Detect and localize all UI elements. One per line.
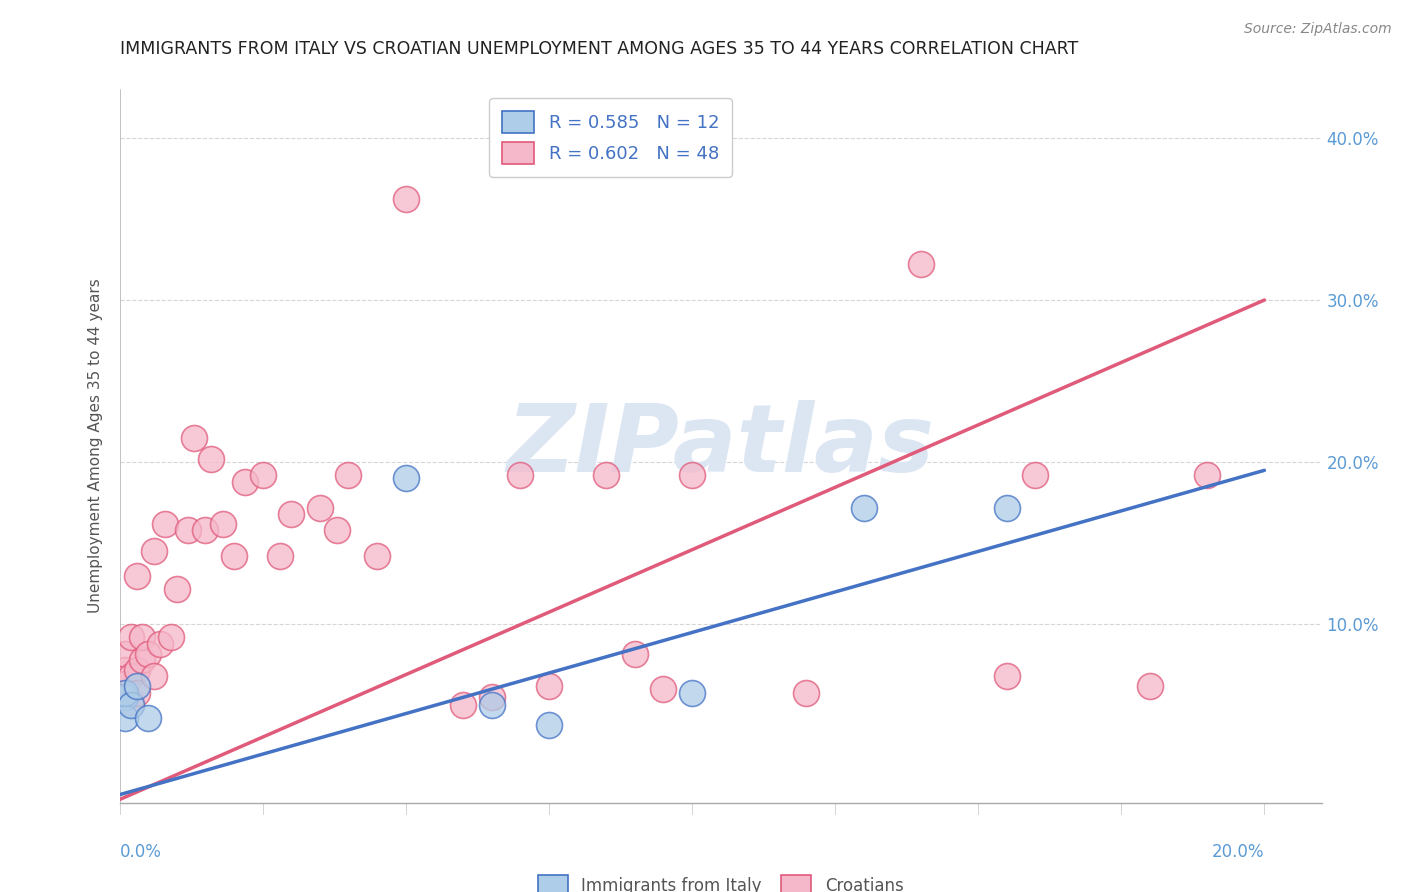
Y-axis label: Unemployment Among Ages 35 to 44 years: Unemployment Among Ages 35 to 44 years [87,278,103,614]
Text: 0.0%: 0.0% [120,843,162,862]
Point [114,685,136,699]
Point [136,647,159,661]
Point [537,679,560,693]
Point [995,500,1018,515]
Point [125,685,148,699]
Point [1139,679,1161,693]
Point [796,685,818,699]
Point [120,698,142,713]
Point [131,653,153,667]
Point [114,663,136,677]
Point [194,524,217,538]
Text: IMMIGRANTS FROM ITALY VS CROATIAN UNEMPLOYMENT AMONG AGES 35 TO 44 YEARS CORRELA: IMMIGRANTS FROM ITALY VS CROATIAN UNEMPL… [120,40,1078,58]
Point [131,631,153,645]
Point [120,669,142,683]
Point [1197,468,1219,483]
Point [1024,468,1046,483]
Text: Source: ZipAtlas.com: Source: ZipAtlas.com [1244,22,1392,37]
Point [149,637,172,651]
Point [114,711,136,725]
Point [114,685,136,699]
Point [120,631,142,645]
Point [910,257,932,271]
Point [269,549,291,564]
Point [125,663,148,677]
Point [623,647,645,661]
Point [142,544,165,558]
Point [481,690,503,705]
Text: ZIPatlas: ZIPatlas [506,400,935,492]
Point [481,698,503,713]
Point [120,695,142,709]
Point [852,500,875,515]
Point [537,718,560,732]
Point [337,468,360,483]
Point [136,711,159,725]
Point [309,500,332,515]
Point [252,468,274,483]
Point [595,468,617,483]
Point [509,468,531,483]
Point [222,549,245,564]
Point [166,582,188,596]
Point [451,698,474,713]
Point [142,669,165,683]
Point [395,471,418,485]
Point [211,516,233,531]
Point [114,647,136,661]
Point [200,452,222,467]
Point [366,549,388,564]
Point [177,524,200,538]
Point [114,690,136,705]
Point [114,677,136,691]
Point [183,431,205,445]
Point [125,679,148,693]
Point [995,669,1018,683]
Point [160,631,183,645]
Point [681,685,703,699]
Point [326,524,349,538]
Point [125,568,148,582]
Text: 20.0%: 20.0% [1212,843,1264,862]
Legend: Immigrants from Italy, Croatians: Immigrants from Italy, Croatians [531,868,910,892]
Point [395,193,418,207]
Point [280,507,302,521]
Point [235,475,257,489]
Point [652,682,675,697]
Point [681,468,703,483]
Point [155,516,177,531]
